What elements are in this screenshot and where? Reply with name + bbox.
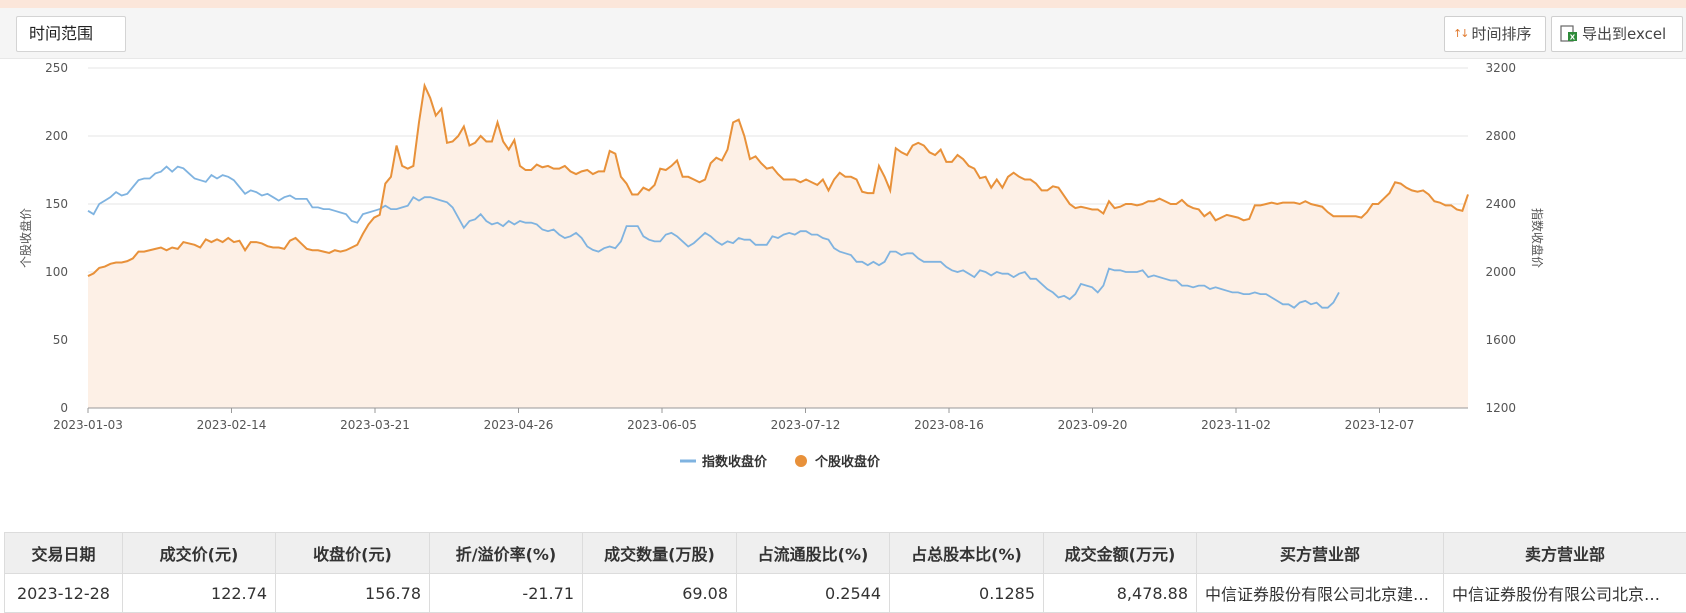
col-close-price: 收盘价(元) bbox=[276, 533, 430, 574]
x-tick-label: 2023-01-03 bbox=[53, 418, 123, 432]
y-left-tick-label: 200 bbox=[45, 129, 68, 143]
svg-text:X: X bbox=[1570, 34, 1576, 42]
y-right-tick-label: 2000 bbox=[1485, 265, 1516, 279]
y-right-axis-title: 指数收盘价 bbox=[1530, 208, 1545, 268]
export-excel-button[interactable]: X 导出到excel bbox=[1551, 16, 1683, 52]
y-left-tick-label: 100 bbox=[45, 265, 68, 279]
y-right-tick-label: 1600 bbox=[1485, 333, 1516, 347]
x-tick-label: 2023-07-12 bbox=[771, 418, 841, 432]
time-sort-label: 时间排序 bbox=[1471, 17, 1531, 51]
chart-svg: 0 50 100 150 200 250 1200 1600 2000 2400 2800 3200 2… bbox=[0, 58, 1686, 526]
y-right-tick-label: 2400 bbox=[1485, 197, 1516, 211]
price-chart: 0 50 100 150 200 250 1200 1600 2000 2400 2800 3200 2… bbox=[0, 58, 1686, 526]
toolbar: 时间范围 ↑↓ 时间排序 X 导出到excel bbox=[0, 8, 1686, 59]
x-tick-label: 2023-06-05 bbox=[627, 418, 697, 432]
y-right-tick-label: 2800 bbox=[1485, 129, 1516, 143]
y-left-axis-title: 个股收盘价 bbox=[18, 208, 33, 268]
y-left-tick-label: 0 bbox=[60, 401, 68, 415]
legend-index-label: 指数收盘价 bbox=[702, 454, 768, 470]
col-buyer: 买方营业部 bbox=[1197, 533, 1444, 574]
col-amount: 成交金额(万元) bbox=[1044, 533, 1197, 574]
col-trade-date: 交易日期 bbox=[5, 533, 123, 574]
x-tick-label: 2023-12-07 bbox=[1345, 418, 1415, 432]
col-premium-rate: 折/溢价率(%) bbox=[430, 533, 583, 574]
stock-area-fill bbox=[88, 86, 1468, 408]
sort-arrows-icon: ↑↓ bbox=[1453, 17, 1467, 51]
top-accent-strip bbox=[0, 0, 1686, 8]
cell-deal-price: 122.74 bbox=[123, 574, 276, 613]
cell-premium-rate: -21.71 bbox=[430, 574, 583, 613]
x-tick-label: 2023-03-21 bbox=[340, 418, 410, 432]
cell-trade-date: 2023-12-28 bbox=[5, 574, 123, 613]
x-tick-label: 2023-09-20 bbox=[1058, 418, 1128, 432]
cell-buyer[interactable]: 中信证券股份有限公司北京建… bbox=[1197, 574, 1444, 613]
y-left-tick-label: 250 bbox=[45, 61, 68, 75]
x-tick-label: 2023-08-16 bbox=[914, 418, 984, 432]
col-deal-price: 成交价(元) bbox=[123, 533, 276, 574]
table-row: 2023-12-28 122.74 156.78 -21.71 69.08 0.… bbox=[5, 574, 1686, 613]
time-sort-button[interactable]: ↑↓ 时间排序 bbox=[1444, 16, 1546, 52]
cell-close-price: 156.78 bbox=[276, 574, 430, 613]
x-tick-label: 2023-04-26 bbox=[484, 418, 554, 432]
col-seller: 卖方营业部 bbox=[1444, 533, 1686, 574]
cell-float-ratio: 0.2544 bbox=[737, 574, 890, 613]
cell-total-ratio: 0.1285 bbox=[890, 574, 1044, 613]
block-trade-table: 交易日期 成交价(元) 收盘价(元) 折/溢价率(%) 成交数量(万股) 占流通… bbox=[4, 532, 1686, 613]
cell-seller[interactable]: 中信证券股份有限公司北京… bbox=[1444, 574, 1686, 613]
legend-stock-label: 个股收盘价 bbox=[814, 454, 881, 470]
col-volume: 成交数量(万股) bbox=[583, 533, 737, 574]
x-tick-label: 2023-11-02 bbox=[1201, 418, 1271, 432]
table-header-row: 交易日期 成交价(元) 收盘价(元) 折/溢价率(%) 成交数量(万股) 占流通… bbox=[5, 533, 1686, 574]
time-range-selector[interactable]: 时间范围 bbox=[16, 16, 126, 52]
y-left-tick-label: 150 bbox=[45, 197, 68, 211]
col-total-ratio: 占总股本比(%) bbox=[890, 533, 1044, 574]
x-tick-label: 2023-02-14 bbox=[197, 418, 267, 432]
y-left-tick-label: 50 bbox=[53, 333, 68, 347]
y-right-tick-label: 1200 bbox=[1485, 401, 1516, 415]
legend-stock-swatch bbox=[795, 455, 807, 467]
export-excel-label: 导出到excel bbox=[1582, 17, 1666, 51]
col-float-ratio: 占流通股比(%) bbox=[737, 533, 890, 574]
excel-icon: X bbox=[1560, 25, 1578, 43]
cell-volume: 69.08 bbox=[583, 574, 737, 613]
cell-amount: 8,478.88 bbox=[1044, 574, 1197, 613]
y-right-tick-label: 3200 bbox=[1485, 61, 1516, 75]
